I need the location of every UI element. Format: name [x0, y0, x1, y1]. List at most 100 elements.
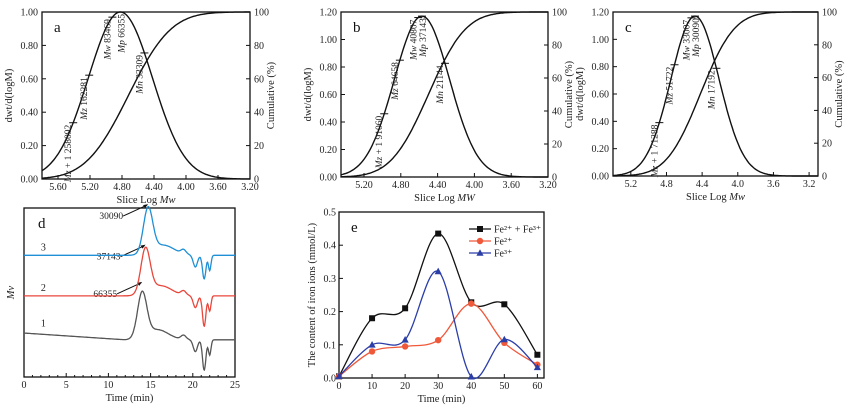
- y-tick-label-right: 40: [822, 106, 832, 117]
- annotation-label: Mw 33007: [682, 20, 692, 62]
- y-tick-label-right: 40: [254, 108, 264, 119]
- x-tick-label: 4.40: [145, 182, 163, 193]
- y-axis-title-left: dwt/d(logM): [4, 68, 15, 122]
- y-tick-label-left: 0.80: [320, 63, 338, 74]
- annotation-label: Mn 33309: [135, 55, 145, 95]
- y-tick-label-right: 80: [552, 41, 562, 52]
- x-tick-label: 10: [367, 381, 377, 392]
- square-marker: [534, 351, 541, 358]
- y-tick-label: 0.1: [324, 340, 337, 351]
- cumulative-curve: [41, 11, 250, 179]
- peak-label: 66355: [93, 290, 117, 300]
- legend-label: Fe²⁺: [494, 237, 512, 248]
- x-tick-label: 20: [188, 380, 198, 391]
- legend-label: Fe³⁺: [494, 249, 512, 260]
- cumulative-curve: [613, 11, 818, 177]
- peak-arrow: [122, 204, 148, 217]
- annotation-label: Mz + 1 91060: [375, 116, 385, 170]
- arrow-head: [140, 244, 146, 249]
- panel-label: c: [625, 20, 632, 36]
- series-number-label: 3: [41, 242, 46, 253]
- x-tick-label: 4.00: [177, 182, 195, 193]
- x-tick-label: 4.8: [660, 179, 673, 190]
- y-axis-title-right: Cumulative (%): [266, 61, 277, 129]
- triangle-marker: [533, 363, 541, 371]
- x-tick-label: 4.00: [466, 180, 484, 191]
- y-tick-label-left: 0.20: [21, 141, 39, 152]
- y-tick-label-right: 0: [822, 172, 827, 183]
- x-tick-label: 4.80: [392, 180, 410, 191]
- triangle-marker: [434, 267, 442, 275]
- chromatogram-line-1: [24, 290, 235, 372]
- x-tick-label: 3.20: [539, 180, 557, 191]
- y-tick-label-left: 0.20: [592, 144, 610, 155]
- y-tick-label-right: 60: [822, 73, 832, 84]
- panel-e: 0 10 20 30 40 50 60 0.0 0.1 0.2 0.3 0.4 0.5 Time (min…: [307, 208, 545, 405]
- y-tick-label-left: 0.80: [592, 62, 610, 73]
- y-tick-label-right: 20: [254, 141, 264, 152]
- x-tick-label: 3.60: [502, 180, 520, 191]
- y-tick-label: 0.0: [324, 374, 337, 385]
- y-tick-label-right: 0: [254, 175, 259, 186]
- circle-marker: [368, 348, 376, 355]
- panel-label: d: [38, 216, 46, 232]
- peak-label: 37143: [97, 253, 121, 263]
- x-tick-label: 0: [22, 380, 27, 391]
- x-tick-label: 25: [230, 380, 240, 391]
- arrow-head: [143, 204, 149, 209]
- x-tick-label: 4.80: [113, 182, 131, 193]
- plot-frame: [23, 207, 236, 378]
- x-tick-label: 3.60: [209, 182, 227, 193]
- y-tick-label-right: 40: [552, 107, 562, 118]
- annotation-label: Mz 51722: [666, 67, 676, 106]
- series-line: [338, 270, 538, 380]
- x-tick-label: 3.6: [767, 179, 780, 190]
- chromatogram-line-2: [24, 246, 235, 328]
- y-tick-label-left: 1.00: [320, 35, 338, 46]
- triangle-marker: [335, 372, 343, 380]
- y-axis-title: The content of iron ions (mmol/L): [307, 222, 318, 367]
- y-tick-label-right: 80: [254, 41, 264, 52]
- x-tick-label: 5.20: [81, 182, 99, 193]
- y-tick-label: 0.2: [324, 307, 337, 318]
- annotation-label: Mn 21144: [436, 65, 446, 105]
- x-tick-label: 60: [532, 381, 542, 392]
- y-tick-label-left: 0.00: [592, 172, 610, 183]
- annotation-label: Mp 30090: [692, 18, 702, 58]
- plot-frame: [41, 11, 251, 180]
- peak-label: 30090: [99, 212, 123, 222]
- x-tick-label: 5.20: [355, 180, 373, 191]
- annotation-label: Mw 40807: [409, 19, 419, 61]
- y-tick-label-left: 0.80: [21, 41, 39, 52]
- circle-marker: [476, 237, 484, 245]
- circle-marker: [468, 300, 475, 307]
- annotation-label: Mp 66355: [117, 14, 127, 54]
- legend-label: Fe²⁺ + Fe³⁺: [494, 225, 541, 236]
- chromatogram-line-3: [24, 205, 235, 280]
- panel-c: 5.2 4.8 4.4 4.0 3.6 3.2 0.00 0.20 0.40 0.60 0.80 1.…: [575, 8, 845, 204]
- x-tick-label: 4.4: [696, 179, 709, 190]
- x-tick-label: 3.2: [803, 179, 816, 190]
- annotation-label: Mz + 1 71288: [650, 124, 660, 178]
- square-marker: [435, 230, 442, 237]
- x-tick-label: 20: [400, 381, 410, 392]
- annotation-label: Mz + 1 258092: [64, 124, 74, 183]
- y-tick-label-left: 0.40: [592, 117, 610, 128]
- distribution-curve: [41, 11, 251, 180]
- panel-a: 5.60 5.20 4.80 4.40 4.00 3.60 3.20 0.00 0.20 0.40…: [4, 8, 277, 207]
- x-axis-title: Slice Log Mw: [117, 195, 176, 206]
- x-tick-label: 15: [146, 380, 156, 391]
- series-number-label: 2: [41, 283, 46, 294]
- series-number-label: 1: [41, 318, 46, 329]
- panel-d: 0 5 10 15 20 25 Time (min) Mv d 1 66355 2 37143 3 3009…: [6, 204, 240, 404]
- y-tick-label-left: 0.00: [21, 175, 39, 186]
- y-axis-title-left: dwt/d(logM): [575, 67, 586, 121]
- y-tick-label-left: 0.60: [592, 90, 610, 101]
- y-tick-label-left: 1.20: [592, 8, 610, 19]
- x-axis-title: Slice Log Mw: [686, 192, 745, 203]
- y-tick-label-right: 60: [254, 74, 264, 85]
- annotation-label: Mn 17192: [707, 70, 717, 110]
- y-axis-title: Mv: [6, 285, 17, 300]
- annotation-label: Mp 37143: [419, 18, 429, 58]
